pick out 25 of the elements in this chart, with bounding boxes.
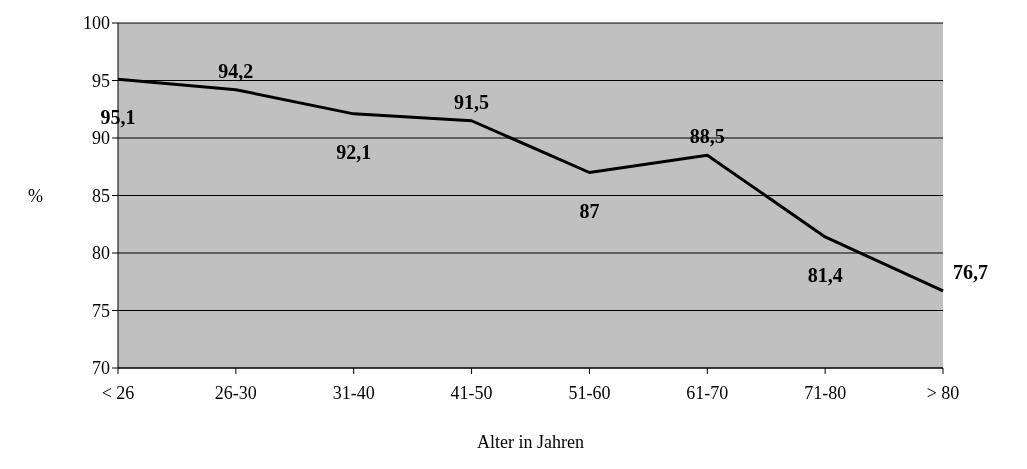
data-label: 92,1: [336, 140, 372, 163]
data-label: 88,5: [689, 125, 725, 148]
data-label: 91,5: [454, 90, 490, 113]
data-label: 76,7: [953, 260, 988, 283]
y-tick-label: 75: [92, 300, 110, 321]
x-tick-label: < 26: [101, 382, 135, 403]
y-tick-label: 100: [83, 13, 110, 34]
x-tick-label: 31-40: [332, 382, 375, 403]
data-label: 94,2: [218, 59, 254, 82]
y-tick-label: 80: [92, 243, 110, 264]
y-axis-title: %: [28, 185, 43, 206]
x-tick-label: 71-80: [804, 382, 847, 403]
data-label: 87: [579, 199, 600, 222]
x-tick-label: > 80: [926, 382, 960, 403]
data-label: 81,4: [807, 263, 843, 286]
y-tick-label: 70: [92, 358, 110, 379]
y-tick-label: 95: [92, 70, 110, 91]
data-label: 95,1: [100, 106, 136, 129]
x-tick-label: 26-30: [214, 382, 257, 403]
y-tick-label: 85: [92, 185, 110, 206]
x-tick-label: 51-60: [568, 382, 611, 403]
x-axis-title: Alter in Jahren: [477, 432, 584, 452]
y-tick-label: 90: [92, 128, 110, 149]
x-tick-label: 41-50: [450, 382, 493, 403]
x-tick-label: 61-70: [686, 382, 729, 403]
